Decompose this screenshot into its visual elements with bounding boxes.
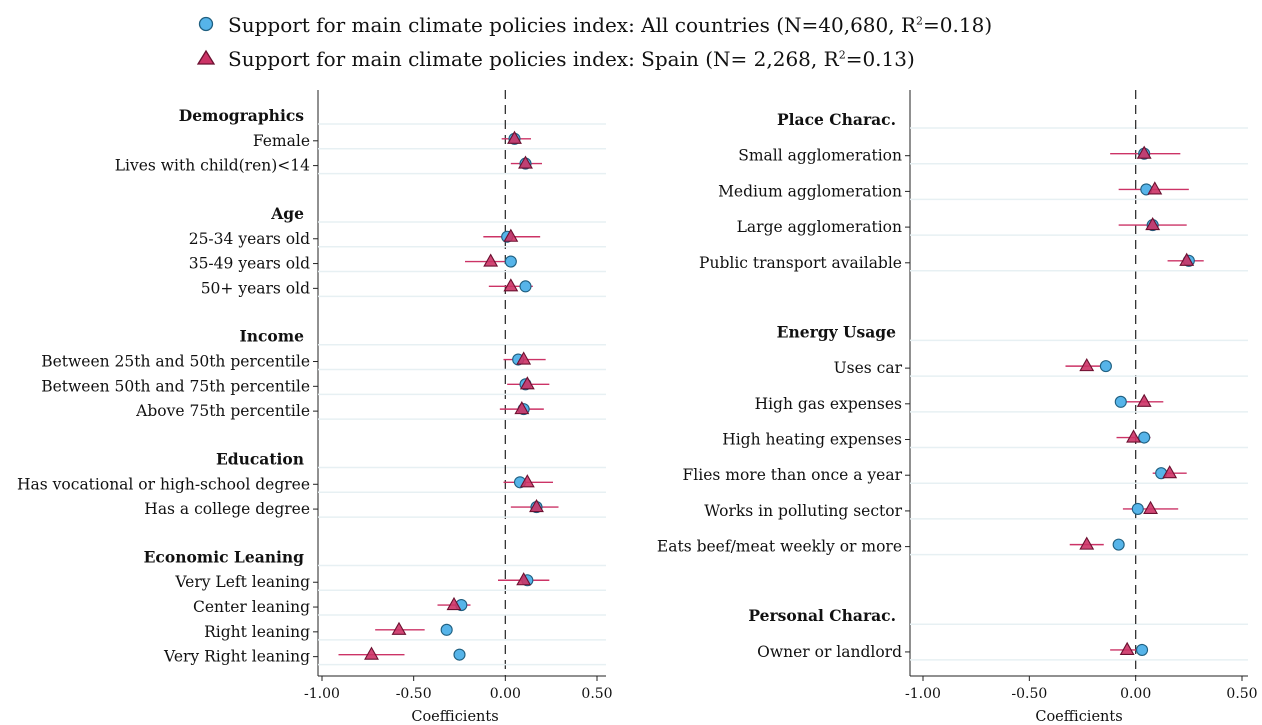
y-tick-label: Small agglomeration [738,147,902,165]
y-tick-label: Above 75th percentile [135,402,310,420]
all-countries-point [1114,395,1127,408]
triangle-marker-icon [196,49,216,65]
spain-point [1162,465,1178,479]
all-countries-point [1112,538,1125,551]
spain-point [1147,181,1163,195]
x-tick-label: 0.00 [1120,686,1151,702]
y-tick-label: Very Left leaning [174,573,310,591]
y-tick-label: 35-49 years old [189,255,310,273]
all-countries-point [453,648,466,661]
all-countries-point [1131,502,1144,515]
panel-2: Place Charac. Energy Usage Personal Charac… [657,90,1258,725]
all-countries-point [1138,431,1151,444]
spain-point [1143,500,1158,514]
y-tick-label: High heating expenses [722,431,902,449]
group-label: Place Charac. [777,110,896,129]
all-countries-point [1099,360,1112,373]
x-tick-label: 0.00 [490,686,521,702]
group-label: Personal Charac. [748,606,896,625]
x-tick-label: -1.00 [905,686,941,702]
y-tick-label: Owner or landlord [757,643,902,661]
spain-point [391,621,407,635]
y-tick-label: Very Right leaning [163,648,310,666]
spain-point [364,646,379,660]
y-tick-label: Uses car [834,359,903,377]
y-tick-label: 25-34 years old [189,230,310,248]
y-tick-label: Right leaning [204,623,310,641]
spain-point [519,474,535,488]
y-tick-label: Large agglomeration [737,218,902,236]
y-tick-label: Public transport available [699,254,902,272]
all-countries-point [1135,643,1149,656]
y-tick-label: Has a college degree [144,500,310,518]
group-label: Economic Leaning [144,547,305,566]
all-countries-point [519,280,532,293]
spain-point [507,130,522,144]
legend-item-all-countries: Support for main climate policies index:… [196,8,992,42]
group-label: Demographics [179,106,305,125]
spain-point [503,278,519,292]
all-countries-point [504,255,517,268]
y-tick-label: Female [253,132,310,150]
group-label: Income [239,327,304,346]
legend-item-spain: Support for main climate policies index:… [196,42,992,76]
spain-point [1179,252,1195,266]
spain-point [1079,357,1095,372]
x-axis-label: Coefficients [411,709,498,725]
y-tick-label: Between 25th and 50th percentile [41,353,310,371]
y-tick-label: Works in polluting sector [704,502,902,520]
spain-point [1136,393,1152,407]
panel-1: Demographics Age Income Education Economic L… [17,90,613,725]
spain-point [519,376,535,390]
legend: Support for main climate policies index:… [196,8,992,76]
spain-point [503,228,519,242]
spain-point [1145,216,1161,231]
group-label: Energy Usage [777,322,896,341]
x-axis-label: Coefficients [1035,709,1122,725]
y-tick-label: Eats beef/meat weekly or more [657,538,902,556]
spain-point [514,401,530,415]
y-tick-label: Between 50th and 75th percentile [41,377,310,395]
circle-marker-icon [198,16,214,32]
spain-point [483,253,499,267]
spain-point [1119,641,1135,655]
all-countries-point [440,623,453,636]
spain-point [518,155,533,169]
spain-point [1136,145,1152,159]
x-tick-label: 0.50 [1226,686,1257,702]
y-tick-label: High gas expenses [755,395,902,413]
y-tick-label: Medium agglomeration [718,182,902,200]
group-label: Age [270,204,304,223]
x-tick-label: -1.00 [304,686,340,702]
spain-point [529,498,544,513]
x-tick-label: 0.50 [581,686,612,702]
x-tick-label: -0.50 [396,686,432,702]
legend-label-all-countries: Support for main climate policies index:… [228,13,993,37]
x-tick-label: -0.50 [1011,686,1047,702]
group-label: Education [216,449,304,468]
legend-label-spain: Support for main climate policies index:… [228,47,915,71]
spain-point [1126,429,1141,443]
y-tick-label: Lives with child(ren)<14 [115,157,310,175]
y-tick-label: Has vocational or high-school degree [17,475,310,493]
spain-point [516,572,532,586]
spain-point [1079,536,1095,550]
spain-point [446,596,462,611]
y-tick-label: Flies more than once a year [683,466,903,484]
y-tick-label: Center leaning [193,598,310,616]
spain-point [516,351,532,365]
y-tick-label: 50+ years old [201,279,310,297]
